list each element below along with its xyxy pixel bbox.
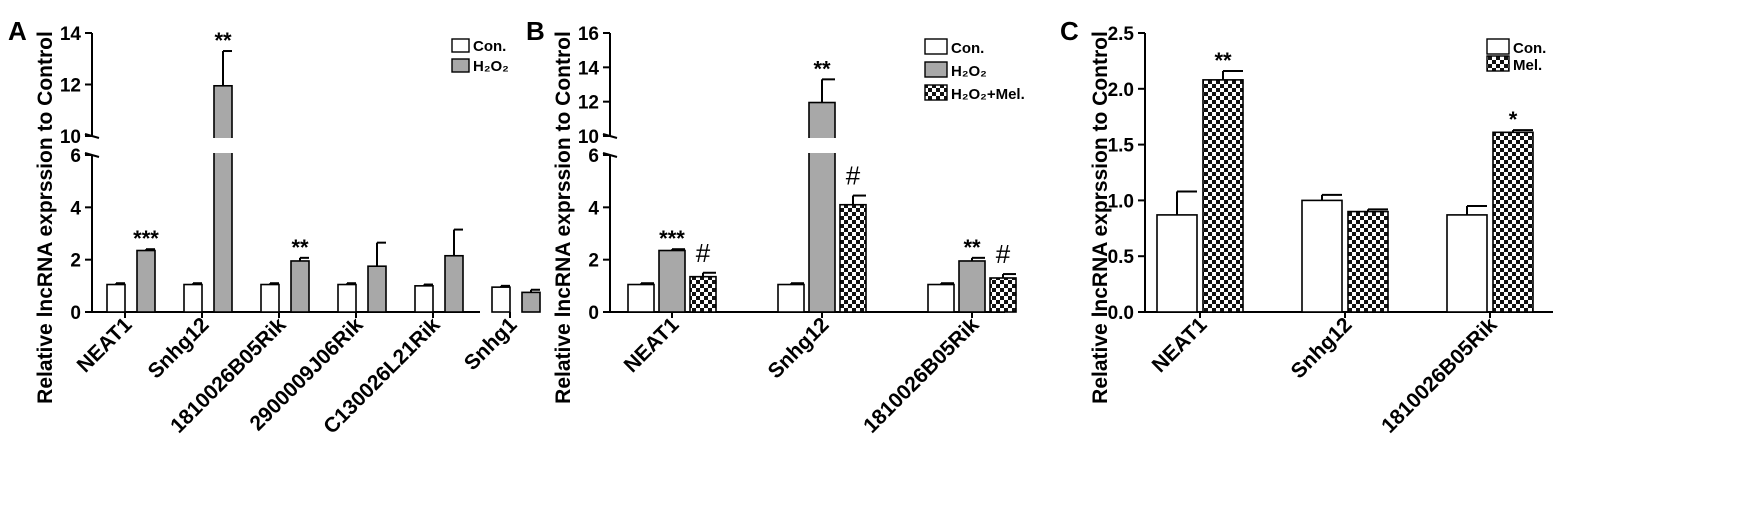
x-tick-label: 1810026B05Rik xyxy=(859,313,984,438)
y-tick-label: 1.5 xyxy=(1108,136,1135,157)
legend: Con. H₂O₂ xyxy=(451,38,509,75)
y-axis-label: Relative lncRNA exprssion to Control xyxy=(34,31,57,404)
y-tick-label: 10 xyxy=(60,127,81,148)
x-tick-label: Snhg12 xyxy=(764,313,834,383)
significance-mark: ** xyxy=(291,235,309,260)
bar xyxy=(290,260,310,313)
y-tick-label: 4 xyxy=(70,198,81,219)
bar xyxy=(337,283,357,313)
panel-letter: B xyxy=(526,16,545,46)
y-tick-label: 0.0 xyxy=(1108,303,1134,324)
bar xyxy=(989,277,1017,313)
x-tick-label: Snhg12 xyxy=(144,313,214,383)
panel-b: B Relative lncRNA exprssion to Control 0 2 4… xyxy=(526,16,1025,438)
bar xyxy=(689,275,717,313)
y-tick-label: 2 xyxy=(588,251,599,272)
bar xyxy=(183,283,203,313)
legend-label: Con. xyxy=(1513,40,1546,57)
panel-letter: C xyxy=(1060,16,1079,46)
x-tick-label: Snhg1 xyxy=(460,313,522,375)
significance-mark: # xyxy=(846,161,861,191)
bar xyxy=(414,285,434,313)
legend-swatch xyxy=(1486,55,1510,72)
y-tick-label: 14 xyxy=(578,58,600,79)
bar xyxy=(808,101,836,313)
legend-swatch xyxy=(451,38,470,53)
x-tick-label: NEAT1 xyxy=(1148,313,1212,377)
bar xyxy=(1301,199,1343,313)
bar xyxy=(1202,79,1244,313)
bar xyxy=(444,254,464,313)
bar-break-gap xyxy=(807,138,837,153)
y-tick-label: 10 xyxy=(578,127,599,148)
y-tick-label: 6 xyxy=(588,146,599,167)
legend-label: H₂O₂ xyxy=(473,58,509,75)
legend: Con. H₂O₂ H₂O₂+Mel. xyxy=(924,38,1025,103)
y-axis-label: Relative lncRNA exprssion to Control xyxy=(1089,31,1112,404)
bar xyxy=(136,249,156,313)
y-tick-label: 0 xyxy=(588,303,599,324)
bar xyxy=(1156,214,1198,313)
y-tick-label: 2 xyxy=(70,251,81,272)
significance-mark: ** xyxy=(1214,48,1232,73)
legend-swatch xyxy=(924,61,948,78)
legend-label: Con. xyxy=(473,38,506,55)
bar xyxy=(213,84,233,313)
significance-mark: * xyxy=(1509,107,1518,132)
legend-label: H₂O₂ xyxy=(951,63,987,80)
legend-swatch xyxy=(451,58,470,73)
significance-mark: *** xyxy=(133,226,159,251)
significance-mark: # xyxy=(996,239,1011,269)
legend-swatch xyxy=(924,38,948,55)
panel-c: C Relative lncRNA exprssion to Control0.0… xyxy=(1060,16,1553,438)
legend-swatch xyxy=(1486,38,1510,55)
legend-swatch xyxy=(924,84,948,101)
bar xyxy=(521,291,541,313)
bar xyxy=(367,265,387,313)
significance-mark: ** xyxy=(214,28,232,53)
x-tick-label: NEAT1 xyxy=(73,313,137,377)
bar-break-gap xyxy=(212,138,234,153)
bar xyxy=(927,283,955,313)
bar xyxy=(958,260,986,313)
bar xyxy=(1347,210,1389,313)
legend: Con.Mel. xyxy=(1486,38,1546,74)
y-tick-label: 2.5 xyxy=(1108,24,1135,45)
legend-label: H₂O₂+Mel. xyxy=(951,86,1025,103)
bar xyxy=(777,283,805,313)
bar xyxy=(627,283,655,313)
y-tick-label: 4 xyxy=(588,198,599,219)
panel-a: A Relative lncRNA exprssion to Control 0 2 4… xyxy=(8,16,541,439)
y-tick-label: 14 xyxy=(60,24,82,45)
y-tick-label: 0 xyxy=(70,303,81,324)
y-axis-label: Relative lncRNA exprssion to Control xyxy=(552,31,575,404)
significance-mark: # xyxy=(696,238,711,268)
bar xyxy=(1446,214,1488,313)
significance-mark: ** xyxy=(963,235,981,260)
y-tick-label: 2.0 xyxy=(1108,80,1134,101)
x-tick-label: 1810026B05Rik xyxy=(1377,313,1502,438)
panel-letter: A xyxy=(8,16,27,46)
y-tick-label: 0.5 xyxy=(1108,247,1135,268)
bar xyxy=(260,283,280,313)
bar xyxy=(1492,131,1534,313)
y-tick-label: 16 xyxy=(578,24,599,45)
bar xyxy=(658,249,686,313)
significance-mark: *** xyxy=(659,226,685,251)
x-tick-label: Snhg12 xyxy=(1287,313,1357,383)
legend-label: Mel. xyxy=(1513,57,1542,74)
y-tick-label: 12 xyxy=(578,93,599,114)
x-tick-label: NEAT1 xyxy=(620,313,684,377)
bar xyxy=(839,203,867,313)
legend-label: Con. xyxy=(951,40,984,57)
y-tick-label: 6 xyxy=(70,146,81,167)
bar xyxy=(106,283,126,313)
significance-mark: ** xyxy=(813,56,831,81)
bar xyxy=(491,286,511,313)
y-tick-label: 1.0 xyxy=(1108,191,1134,212)
y-tick-label: 12 xyxy=(60,76,81,97)
